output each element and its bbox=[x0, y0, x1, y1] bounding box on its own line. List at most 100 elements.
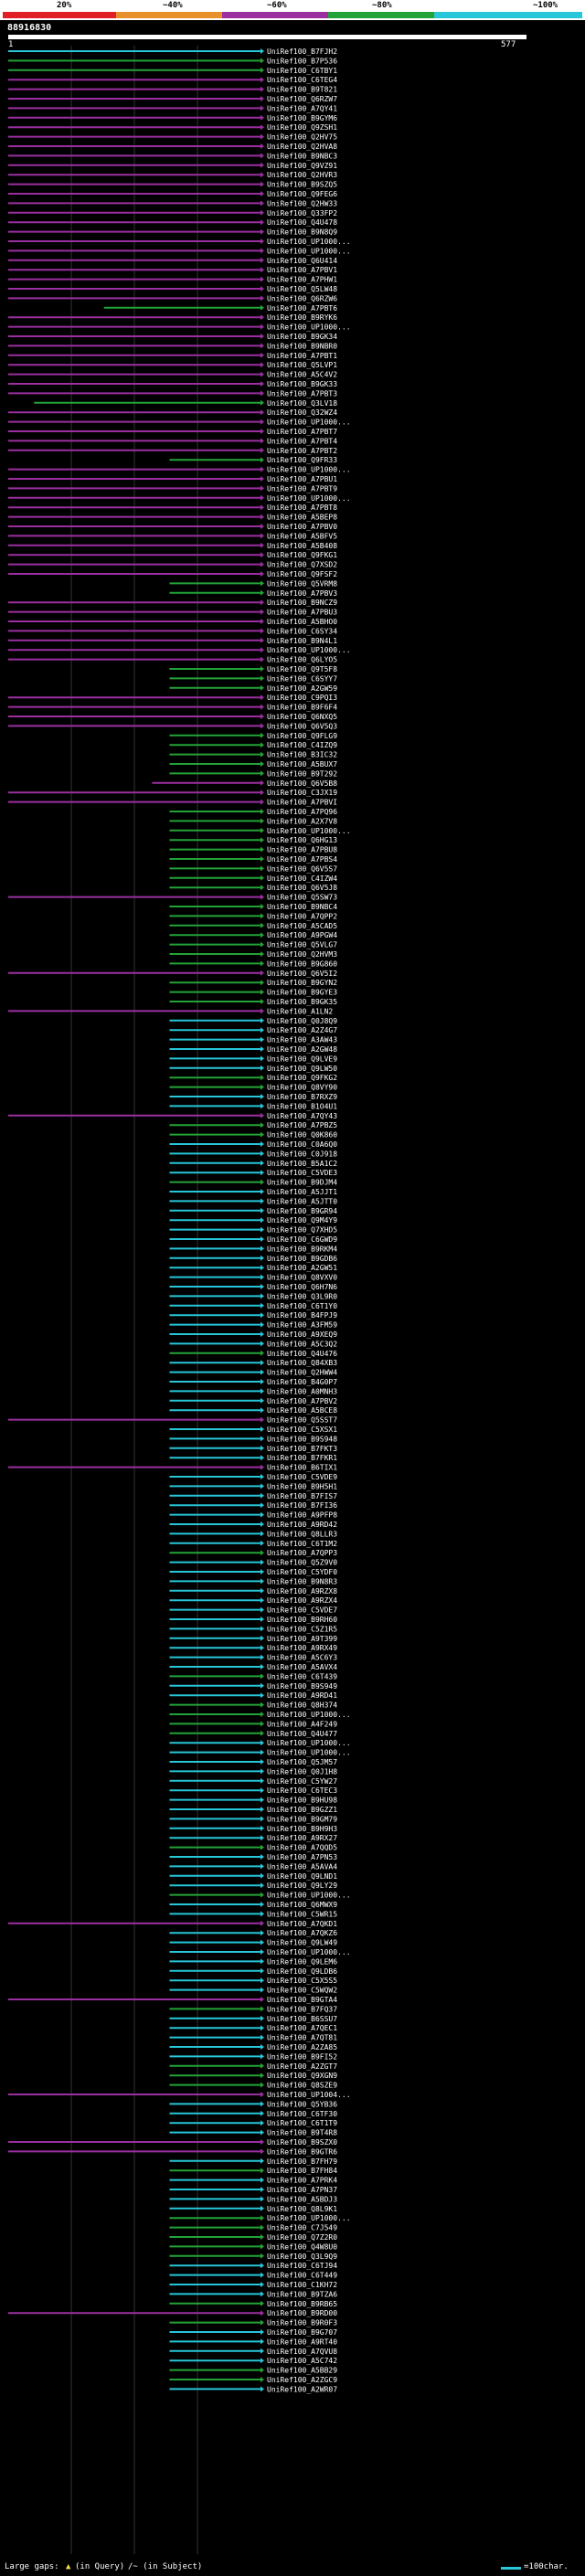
hit-arrow bbox=[261, 619, 264, 624]
hit-label: UniRef100_B9F6F4 bbox=[267, 704, 337, 712]
hit-label: UniRef100_A9RD41 bbox=[267, 1691, 337, 1700]
hit-label: UniRef100_C6T1Y0 bbox=[267, 1302, 337, 1310]
hit-label: UniRef100_B9GTA4 bbox=[267, 1996, 337, 2004]
hit-label: UniRef100_A7QT81 bbox=[267, 2034, 337, 2042]
hit-arrow bbox=[261, 656, 264, 663]
identity-legend: 20% ~40% ~60% ~80% ~100% bbox=[0, 0, 585, 20]
hit-label: UniRef100_C5WQW2 bbox=[267, 1987, 337, 1995]
hit-arrow bbox=[261, 1673, 264, 1680]
hit-arrow bbox=[261, 1645, 264, 1651]
hit-arrow bbox=[261, 1701, 264, 1708]
hit-label: UniRef100_C6T1M2 bbox=[267, 1540, 337, 1548]
hit-label: UniRef100_A5C3Q2 bbox=[267, 1340, 337, 1348]
hit-label: UniRef100_B9H9H3 bbox=[267, 1825, 337, 1833]
hit-label: UniRef100_Q9T5F8 bbox=[267, 665, 337, 673]
hit-arrow bbox=[261, 429, 264, 434]
hit-arrow bbox=[261, 1606, 264, 1613]
hit-label: UniRef100_UP1000... bbox=[267, 2214, 351, 2222]
hit-label: UniRef100_A7PQ96 bbox=[267, 808, 337, 816]
hit-arrow bbox=[261, 1997, 264, 2002]
hit-label: UniRef100_A7PN37 bbox=[267, 2186, 337, 2194]
hit-arrow bbox=[261, 96, 264, 101]
hit-label: UniRef100_Q8H374 bbox=[267, 1701, 337, 1710]
hit-arrow bbox=[261, 1920, 264, 1926]
hit-arrow bbox=[261, 723, 264, 729]
hit-label: UniRef100_Q9FSF2 bbox=[267, 570, 337, 578]
hit-arrow bbox=[261, 2053, 264, 2060]
hit-label: UniRef100_UP1004... bbox=[267, 2091, 351, 2099]
hit-label: UniRef100_B9T4R8 bbox=[267, 2129, 337, 2137]
hit-label: UniRef100_Q8L9K1 bbox=[267, 2205, 337, 2213]
hit-arrow bbox=[261, 2291, 264, 2297]
hit-label: UniRef100_A7QKZ6 bbox=[267, 1929, 337, 1937]
hit-arrow bbox=[261, 162, 264, 168]
hit-arrow bbox=[261, 1131, 264, 1138]
hit-arrow bbox=[261, 684, 264, 691]
hit-label: UniRef100_A2GW59 bbox=[267, 684, 337, 693]
hit-label: UniRef100_Q2HVA8 bbox=[267, 143, 337, 151]
hit-arrow bbox=[261, 200, 264, 207]
hit-label: UniRef100_C5VDE3 bbox=[267, 1169, 337, 1177]
hit-label: UniRef100_C4IZW4 bbox=[267, 875, 337, 883]
hit-arrow bbox=[261, 172, 264, 178]
hit-arrow bbox=[261, 1777, 264, 1784]
hit-label: UniRef100_A7PBU8 bbox=[267, 846, 337, 854]
hit-label: UniRef100_A7QPP2 bbox=[267, 912, 337, 920]
query-end: 577 bbox=[501, 40, 516, 49]
hit-label: UniRef100_A3AW43 bbox=[267, 1036, 337, 1044]
hit-label: UniRef100_Q9FEG6 bbox=[267, 190, 337, 198]
legend-band-purple bbox=[222, 12, 328, 18]
hit-label: UniRef100_UP1000... bbox=[267, 1749, 351, 1757]
hit-arrow bbox=[261, 999, 264, 1004]
hit-arrow bbox=[261, 1027, 264, 1034]
hit-arrow bbox=[261, 1854, 264, 1860]
hit-arrow bbox=[261, 732, 264, 738]
hit-label: UniRef100_Q6V5S7 bbox=[267, 864, 337, 873]
hit-arrow bbox=[261, 989, 264, 995]
hit-arrow bbox=[261, 1293, 264, 1299]
hit-arrow bbox=[261, 2272, 264, 2278]
hit-label: UniRef100_C6TF30 bbox=[267, 2110, 337, 2118]
hit-label: UniRef100_A7PBT8 bbox=[267, 504, 337, 512]
hit-arrow bbox=[261, 1587, 264, 1594]
hit-arrow bbox=[261, 1654, 264, 1660]
hit-label: UniRef100_C1KH72 bbox=[267, 2281, 337, 2289]
hit-arrow bbox=[261, 314, 264, 321]
hit-arrow bbox=[261, 865, 264, 872]
hit-arrow bbox=[261, 1350, 264, 1356]
hit-label: UniRef100_A7PBVI bbox=[267, 799, 337, 807]
hit-arrow bbox=[261, 399, 264, 406]
hit-label: UniRef100_Q6MWX9 bbox=[267, 1901, 337, 1909]
hit-label: UniRef100_A7PBV0 bbox=[267, 523, 337, 531]
hit-label: UniRef100_Q9FR33 bbox=[267, 456, 337, 464]
hit-arrow bbox=[261, 2072, 264, 2079]
hit-arrow bbox=[261, 1740, 264, 1746]
hit-label: UniRef100_A5JJT1 bbox=[267, 1188, 337, 1196]
hit-arrow bbox=[261, 1103, 264, 1109]
hit-label: UniRef100_C5XSX1 bbox=[267, 1426, 337, 1434]
hit-arrow bbox=[261, 105, 264, 111]
hit-arrow bbox=[261, 1721, 264, 1727]
hit-arrow bbox=[261, 1017, 264, 1023]
hit-label: UniRef100_Q9FKG1 bbox=[267, 551, 337, 559]
hit-arrow bbox=[261, 2110, 264, 2116]
hit-label: UniRef100_Q8VY90 bbox=[267, 1084, 337, 1092]
hit-label: UniRef100_C6GWD9 bbox=[267, 1235, 337, 1244]
hit-arrow bbox=[261, 2177, 264, 2183]
hit-arrow bbox=[261, 1797, 264, 1803]
hit-label: UniRef100_B9NBC4 bbox=[267, 903, 337, 911]
hit-label: UniRef100_C6TEG4 bbox=[267, 76, 337, 84]
hit-label: UniRef100_Q6HG13 bbox=[267, 836, 337, 844]
hit-label: UniRef100_A5C4V2 bbox=[267, 371, 337, 379]
hit-arrow bbox=[261, 1075, 264, 1081]
hit-label: UniRef100_UP1000... bbox=[267, 1711, 351, 1719]
hit-label: UniRef100_Q5LW48 bbox=[267, 285, 337, 293]
hit-label: UniRef100_A9T399 bbox=[267, 1635, 337, 1643]
hit-arrow bbox=[261, 447, 264, 453]
hit-arrow bbox=[261, 2338, 264, 2345]
hit-arrow bbox=[261, 1464, 264, 1470]
hit-arrow bbox=[261, 2062, 264, 2069]
hit-arrow bbox=[261, 1397, 264, 1404]
hit-label: UniRef100_B9N4L1 bbox=[267, 637, 337, 645]
